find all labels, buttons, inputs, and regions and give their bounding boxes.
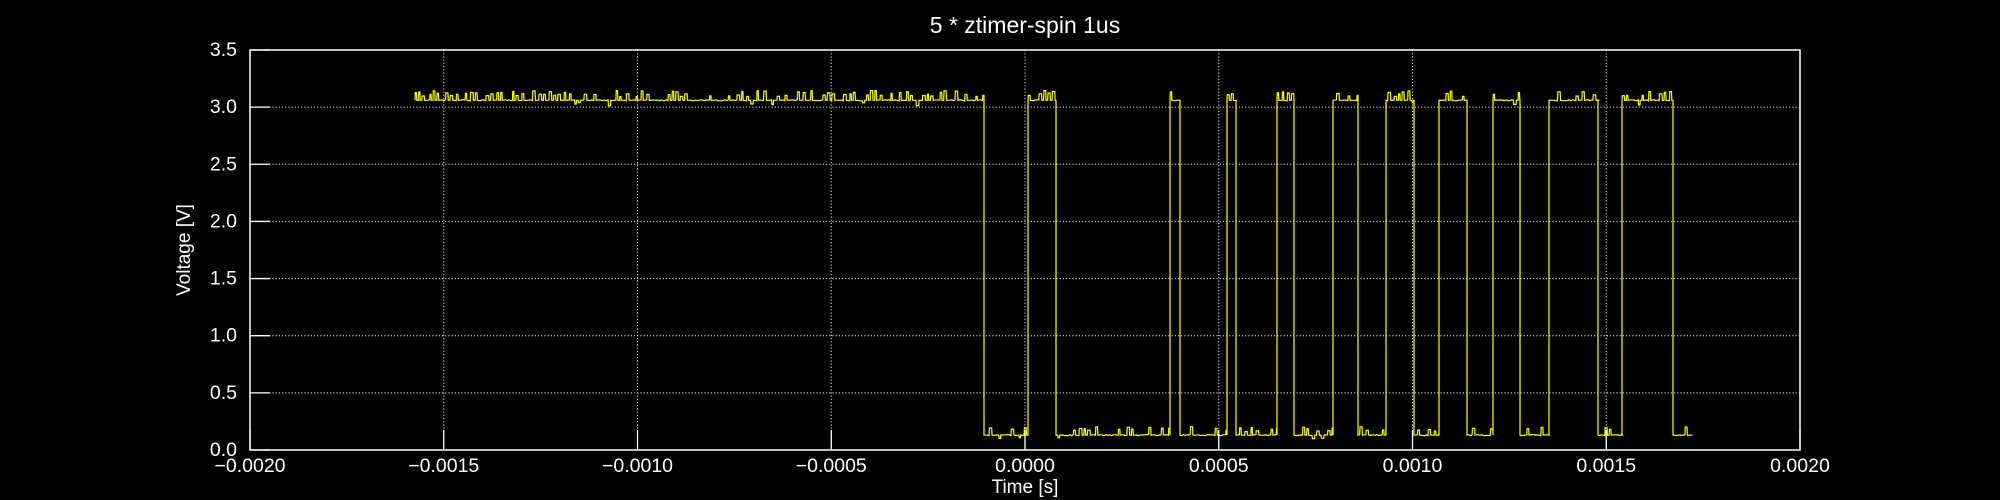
svg-text:0.0005: 0.0005 bbox=[1189, 455, 1249, 477]
svg-text:3.5: 3.5 bbox=[210, 39, 237, 61]
svg-text:1.0: 1.0 bbox=[210, 325, 237, 347]
svg-text:0.0000: 0.0000 bbox=[995, 455, 1055, 477]
svg-text:−0.0010: −0.0010 bbox=[602, 455, 673, 477]
svg-text:3.0: 3.0 bbox=[210, 96, 237, 118]
svg-text:Voltage [V]: Voltage [V] bbox=[174, 204, 195, 296]
svg-text:2.5: 2.5 bbox=[210, 153, 237, 175]
svg-text:0.0015: 0.0015 bbox=[1576, 455, 1636, 477]
svg-text:0.0: 0.0 bbox=[210, 439, 237, 461]
svg-text:0.0010: 0.0010 bbox=[1383, 455, 1443, 477]
svg-text:5 * ztimer-spin 1us: 5 * ztimer-spin 1us bbox=[930, 12, 1120, 38]
svg-text:−0.0015: −0.0015 bbox=[408, 455, 479, 477]
svg-text:2.0: 2.0 bbox=[210, 210, 237, 232]
svg-text:0.0020: 0.0020 bbox=[1770, 455, 1830, 477]
svg-text:1.5: 1.5 bbox=[210, 268, 237, 290]
svg-text:0.5: 0.5 bbox=[210, 382, 237, 404]
svg-text:−0.0005: −0.0005 bbox=[796, 455, 867, 477]
svg-text:Time [s]: Time [s] bbox=[992, 477, 1059, 498]
